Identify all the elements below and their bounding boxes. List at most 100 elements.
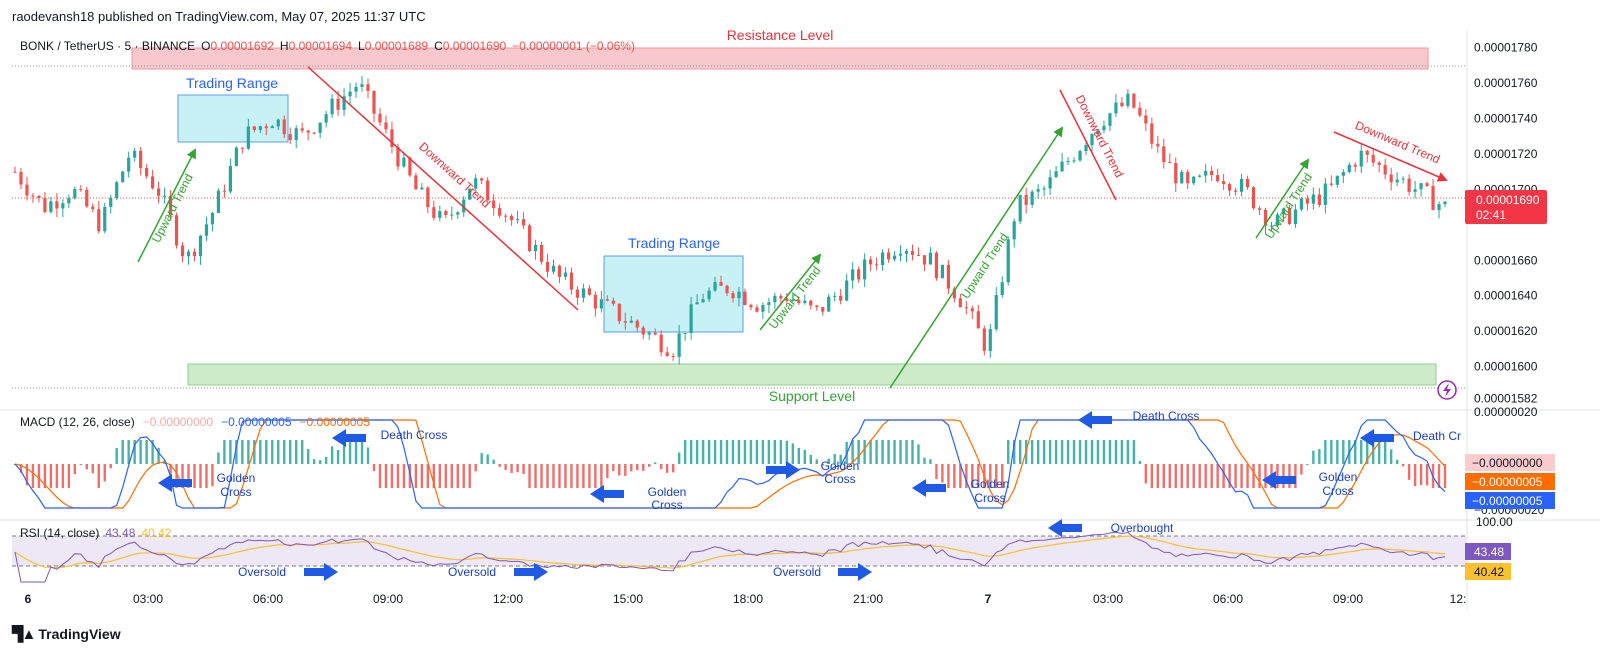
candle-body [713,281,717,291]
macd-signal-badge [1465,473,1555,490]
macd-hist-bar [486,454,489,464]
tradingview-logo[interactable]: ▜▲ TradingView [12,625,121,643]
macd-hist-bar [115,448,118,464]
macd-hist-bar [719,440,723,464]
downward-trend-line-3[interactable] [1333,131,1448,182]
candle-body [563,272,568,277]
candle-body [958,298,962,308]
candle-body [970,308,974,312]
macd-hist-bar [1096,440,1100,464]
macd-hist-bar [324,456,328,464]
candle-body [803,300,807,303]
macd-hist-bar [1102,440,1106,464]
macd-hist-bar [809,454,812,464]
upward-trend-label-1: Upward Trend [149,171,196,245]
candle-body [1114,102,1118,114]
macd-hist-bar [624,464,627,476]
death-cross-arrow-icon [332,429,366,447]
rsi-badge [1465,543,1511,560]
death-cross-label-cut: Death Cr [1413,429,1461,443]
candle-body [25,184,29,196]
macd-hist-bar [815,459,818,464]
macd-hist-bar [1437,464,1441,488]
macd-hist-bar [743,440,747,464]
macd-hist-bar [1120,440,1124,464]
rsi-ma-badge-value: 40.42 [1474,565,1504,579]
price-tick-label: 0.00001620 [1474,324,1538,338]
macd-hist-bar [893,440,896,464]
time-axis[interactable]: 6 03:00 06:00 09:00 12:00 15:00 18:00 21:00 7 03:… [25,592,1467,606]
resistance-zone[interactable] [131,47,1429,70]
oversold-arrow-icon [514,563,548,581]
macd-hist-bar [725,440,729,464]
candle-body [109,198,113,207]
low-label: L [358,39,365,53]
candle-body [749,304,753,308]
macd-hist-bar [348,442,352,464]
trading-range-box-1[interactable] [177,94,289,143]
candle-body [97,209,101,232]
macd-hist-bar [271,440,274,464]
macd-line [14,419,1446,509]
overbought-arrow-icon [1048,519,1082,537]
candle-body [743,291,747,305]
downward-trend-line-1[interactable] [307,66,579,311]
macd-hist-bar [1306,464,1309,465]
candle-body [1275,214,1280,226]
price-tick-label: 0.00001740 [1474,112,1538,126]
macd-hist-bar [1228,464,1231,488]
macd-hist-bar [217,452,220,464]
upward-trend-line-4[interactable] [1255,158,1310,239]
candle-body [611,300,615,304]
candle-body [1204,170,1208,176]
trading-range-box-2[interactable] [603,255,744,333]
candle-body [1192,176,1196,184]
candle-body [731,293,735,299]
macd-hist-bar [73,464,77,475]
macd-hist-bar [241,440,244,464]
candle-body [426,187,430,208]
golden-label: Golden [217,471,256,485]
macd-hist-bar [1126,440,1130,464]
price-axis[interactable]: 0.00001780 0.00001760 0.00001740 0.00001720… [1474,41,1538,406]
price-tick-label: 0.00001760 [1474,76,1538,90]
candle-body [1156,143,1160,147]
candle-body [91,206,95,210]
candle-body [1198,175,1202,177]
macd-hist-bar [127,440,130,464]
macd-hist-bar [1144,464,1148,484]
macd-hist-bar [283,440,286,464]
downward-trend-line-2[interactable] [1059,89,1117,201]
candle-body [898,253,903,256]
golden-label: Golden [971,477,1010,491]
macd-hist-bar [1090,440,1094,464]
candle-body [156,188,161,196]
macd-hist-bar [223,440,226,464]
macd-hist-bar [372,464,376,472]
candle-body [683,333,687,335]
support-zone[interactable] [187,363,1437,386]
macd-hist-bar [564,464,567,488]
candle-body [707,290,711,300]
candle-body [174,215,179,246]
macd-hist-bar [905,440,908,464]
macd-hist-bar [1389,449,1393,464]
high-value: 0.00001694 [289,39,353,53]
macd-hist-bar [947,464,950,488]
macd-hist-bar [97,464,100,488]
macd-hist-bar [1246,464,1249,488]
macd-hist-bar [540,464,543,488]
upward-trend-line-1[interactable] [137,148,196,263]
macd-hist-bar [1318,449,1321,464]
candle-body [737,291,741,299]
macd-hist-bar [187,464,190,488]
upward-trend-line-3[interactable] [889,126,1064,389]
macd-signal-badge-value: −0.00000005 [1472,475,1543,489]
price-tick-label: 0.00001582 [1474,391,1538,405]
macd-hist-bar [79,464,83,465]
upward-trend-line-2[interactable] [759,253,822,331]
candle-body [1311,194,1315,204]
candle-body [103,206,107,232]
candle-body [1018,194,1022,222]
